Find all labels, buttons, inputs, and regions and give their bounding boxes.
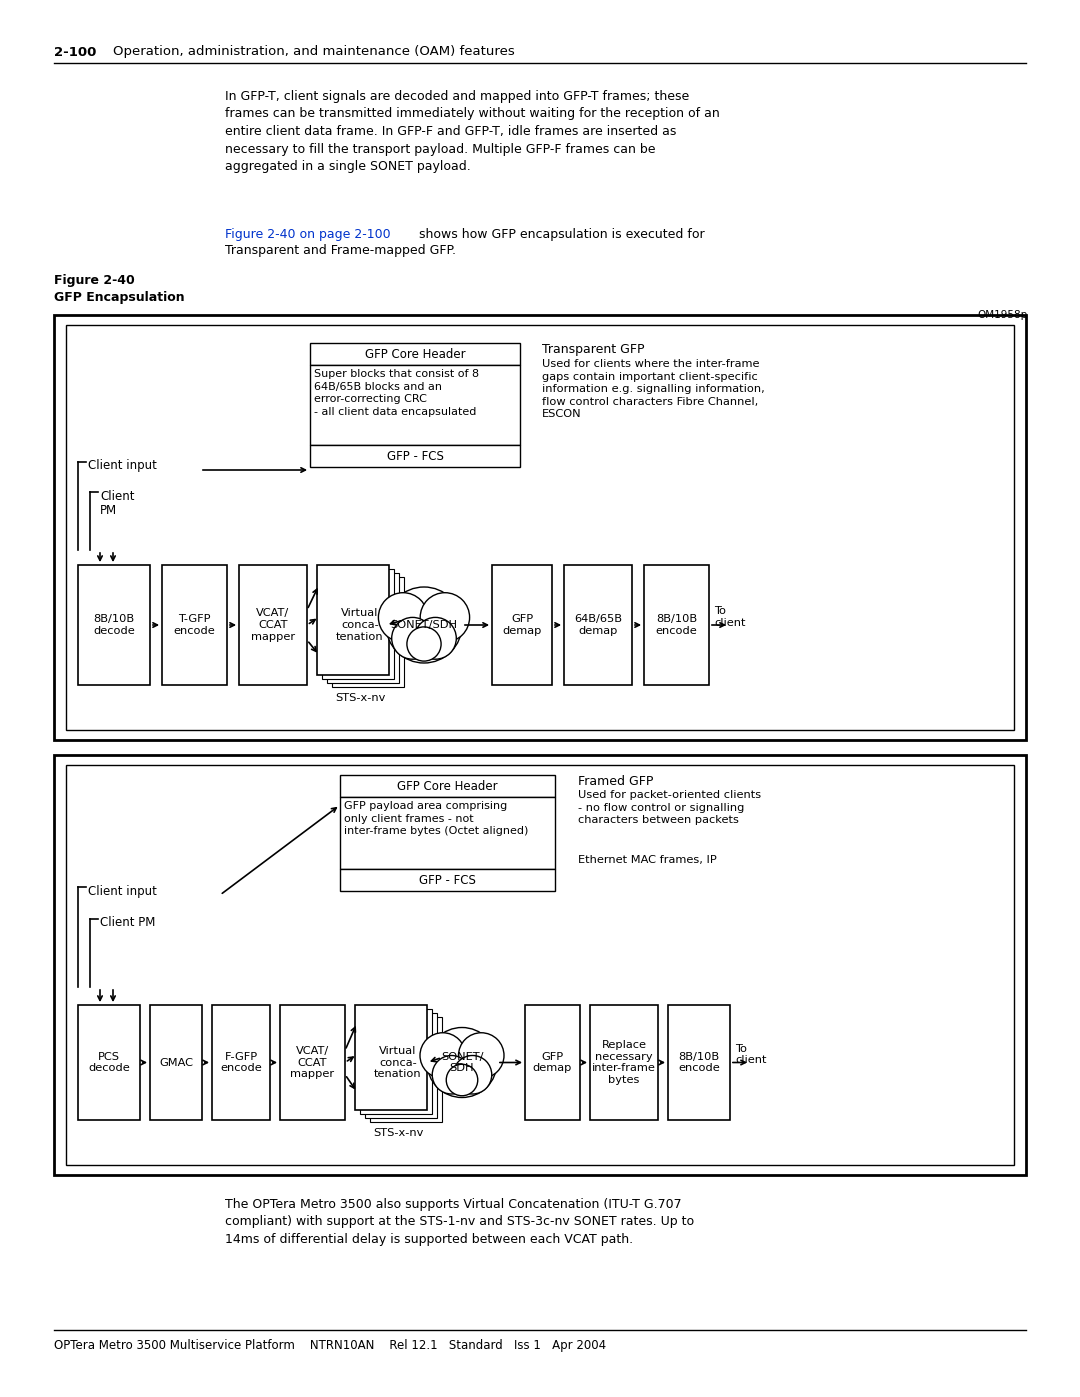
Circle shape (432, 1056, 471, 1094)
Circle shape (454, 1056, 491, 1094)
Text: Figure 2-40 on page 2-100: Figure 2-40 on page 2-100 (225, 228, 391, 242)
Text: Virtual
conca-
tenation: Virtual conca- tenation (374, 1046, 422, 1078)
Text: 8B/10B
decode: 8B/10B decode (93, 615, 135, 636)
Circle shape (392, 617, 433, 659)
Bar (669, 1004, 730, 1120)
Text: VCAT/
CCAT
mapper: VCAT/ CCAT mapper (251, 609, 295, 641)
Text: Virtual
conca-
tenation: Virtual conca- tenation (336, 609, 383, 641)
Bar (340, 775, 555, 798)
Text: Framed GFP: Framed GFP (578, 775, 653, 788)
Bar (644, 564, 708, 685)
Bar (327, 573, 399, 683)
Text: GFP - FCS: GFP - FCS (419, 873, 476, 887)
Text: Transparent GFP: Transparent GFP (542, 344, 645, 356)
Bar (310, 344, 519, 365)
Bar (340, 798, 555, 869)
Text: GFP Core Header: GFP Core Header (365, 348, 465, 360)
Text: In GFP-T, client signals are decoded and mapped into GFP-T frames; these
frames : In GFP-T, client signals are decoded and… (225, 89, 719, 173)
Circle shape (386, 587, 462, 664)
Text: GFP Core Header: GFP Core Header (397, 780, 498, 792)
Text: GMAC: GMAC (159, 1058, 193, 1067)
Text: PM: PM (100, 503, 117, 517)
Text: GFP
demap: GFP demap (532, 1052, 572, 1073)
Text: Client input: Client input (87, 884, 157, 897)
Text: PCS
decode: PCS decode (89, 1052, 130, 1073)
Text: Super blocks that consist of 8
64B/65B blocks and an
error-correcting CRC
- all : Super blocks that consist of 8 64B/65B b… (314, 369, 480, 416)
Bar (212, 1004, 270, 1120)
Bar (564, 564, 632, 685)
Bar (66, 326, 1014, 731)
Text: The OPTera Metro 3500 also supports Virtual Concatenation (ITU-T G.707
compliant: The OPTera Metro 3500 also supports Virt… (225, 1199, 694, 1246)
Bar (239, 564, 307, 685)
Circle shape (407, 627, 441, 661)
Bar (360, 1009, 432, 1113)
Text: STS-x-nv: STS-x-nv (335, 693, 386, 703)
Bar (280, 1004, 345, 1120)
Bar (150, 1004, 202, 1120)
Bar (54, 754, 1026, 1175)
Bar (525, 1004, 580, 1120)
Bar (492, 564, 552, 685)
Text: Used for clients where the inter-frame
gaps contain important client-specific
in: Used for clients where the inter-frame g… (542, 359, 765, 419)
Text: 64B/65B
demap: 64B/65B demap (573, 615, 622, 636)
Bar (78, 1004, 140, 1120)
Bar (310, 365, 519, 446)
Circle shape (415, 617, 456, 659)
Circle shape (446, 1065, 477, 1095)
Text: Ethernet MAC frames, IP: Ethernet MAC frames, IP (578, 855, 717, 865)
Text: Operation, administration, and maintenance (OAM) features: Operation, administration, and maintenan… (113, 46, 515, 59)
Text: GFP payload area comprising
only client frames - not
inter-frame bytes (Octet al: GFP payload area comprising only client … (345, 800, 528, 837)
Text: SONET/
SDH: SONET/ SDH (441, 1052, 483, 1073)
Bar (310, 446, 519, 467)
Bar (355, 1004, 427, 1111)
Circle shape (459, 1032, 504, 1078)
Text: STS-x-nv: STS-x-nv (373, 1127, 423, 1139)
Circle shape (420, 1032, 465, 1078)
Bar (370, 1017, 442, 1122)
Text: OPTera Metro 3500 Multiservice Platform    NTRN10AN    Rel 12.1   Standard   Iss: OPTera Metro 3500 Multiservice Platform … (54, 1338, 606, 1351)
Text: Figure 2-40: Figure 2-40 (54, 274, 135, 286)
Text: GFP
demap: GFP demap (502, 615, 542, 636)
Circle shape (427, 1028, 497, 1098)
Text: VCAT/
CCAT
mapper: VCAT/ CCAT mapper (291, 1046, 335, 1078)
Bar (78, 564, 150, 685)
Text: shows how GFP encapsulation is executed for: shows how GFP encapsulation is executed … (415, 228, 704, 242)
Bar (162, 564, 227, 685)
Bar (322, 569, 394, 679)
Text: F-GFP
encode: F-GFP encode (220, 1052, 261, 1073)
Text: Client PM: Client PM (100, 916, 156, 929)
Bar (590, 1004, 658, 1120)
Text: 8B/10B
encode: 8B/10B encode (656, 615, 698, 636)
Bar (365, 1013, 437, 1118)
Text: Client: Client (100, 489, 135, 503)
Text: GFP Encapsulation: GFP Encapsulation (54, 291, 185, 305)
Text: GFP - FCS: GFP - FCS (387, 450, 444, 462)
Text: SONET/SDH: SONET/SDH (391, 620, 458, 630)
Bar (340, 869, 555, 891)
Bar (54, 314, 1026, 740)
Text: T-GFP
encode: T-GFP encode (174, 615, 215, 636)
Bar (66, 766, 1014, 1165)
Bar (332, 577, 404, 687)
Text: OM1958p: OM1958p (977, 310, 1028, 320)
Text: Replace
necessary
inter-frame
bytes: Replace necessary inter-frame bytes (592, 1041, 656, 1085)
Circle shape (420, 592, 470, 643)
Text: Transparent and Frame-mapped GFP.: Transparent and Frame-mapped GFP. (225, 244, 456, 257)
Text: 2-100: 2-100 (54, 46, 96, 59)
Text: Client input: Client input (87, 460, 157, 472)
Text: To
client: To client (735, 1044, 767, 1066)
Text: To
client: To client (714, 606, 745, 627)
Circle shape (378, 592, 428, 643)
Bar (318, 564, 389, 675)
Text: 8B/10B
encode: 8B/10B encode (678, 1052, 720, 1073)
Text: Used for packet-oriented clients
- no flow control or signalling
characters betw: Used for packet-oriented clients - no fl… (578, 789, 761, 826)
